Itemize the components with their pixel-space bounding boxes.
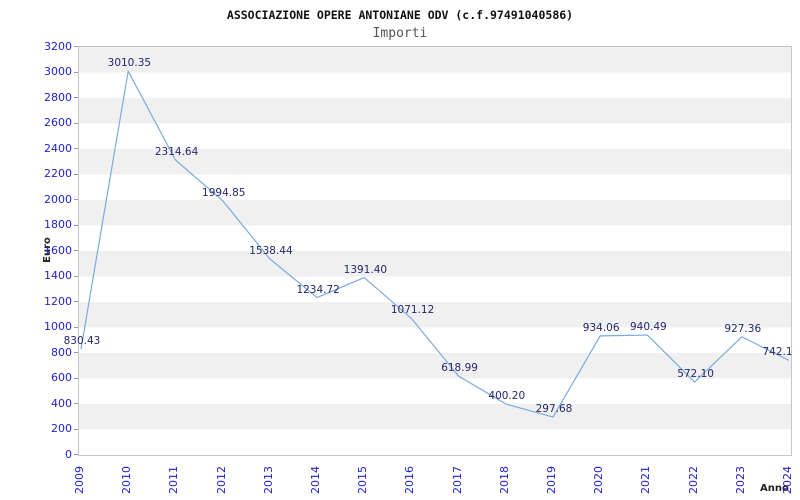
- y-tick-label: 600: [51, 371, 72, 384]
- y-tick-label: 800: [51, 345, 72, 359]
- point-label: 927.36: [724, 322, 762, 335]
- x-tick-label: 2016: [403, 466, 417, 494]
- point-label: 297.68: [535, 403, 573, 416]
- point-label: 934.06: [582, 321, 620, 334]
- y-tick-label: 1800: [44, 218, 72, 231]
- y-tick-label: 200: [51, 422, 72, 435]
- series-line: [80, 70, 790, 418]
- point-label: 830.43: [63, 335, 101, 348]
- y-tick-label: 2200: [44, 167, 72, 180]
- y-tick-label: 1400: [44, 269, 72, 282]
- y-tick-label: 1000: [44, 320, 72, 333]
- plot-area: 830.43 3010.35 2314.64 1994.85 1538.44 1234.7…: [64, 46, 793, 456]
- y-tick-mark: [74, 97, 78, 98]
- y-tick-label: 2600: [44, 116, 72, 129]
- x-axis-title: Anno: [760, 483, 789, 494]
- x-tick-label: 2009: [73, 466, 86, 494]
- y-tick-label: 2800: [44, 90, 72, 104]
- chart-subtitle: Importi: [372, 26, 428, 41]
- x-tick-label: 2012: [214, 466, 228, 494]
- x-tick-label: 2011: [167, 466, 181, 494]
- y-tick-mark: [74, 173, 78, 175]
- point-label: 742.1: [762, 346, 793, 359]
- x-tick-label: 2019: [545, 466, 558, 494]
- y-tick-label: 3200: [44, 39, 72, 53]
- point-label: 1994.85: [202, 186, 246, 199]
- point-label: 572.10: [677, 368, 714, 381]
- y-tick-mark: [74, 454, 78, 455]
- x-tick-label: 2017: [450, 466, 464, 494]
- y-tick-label: 2400: [44, 141, 72, 155]
- y-tick-label: 3000: [44, 65, 72, 78]
- y-tick-mark: [74, 122, 78, 124]
- series-svg: [80, 70, 790, 418]
- y-tick-label: 1600: [44, 243, 72, 257]
- x-tick-label: 2020: [592, 466, 606, 494]
- y-tick-mark: [74, 250, 78, 251]
- y-tick-mark: [74, 224, 78, 226]
- x-tick-label: 2013: [261, 466, 275, 494]
- x-tick-label: 2018: [497, 466, 511, 494]
- point-label: 618.99: [441, 362, 478, 375]
- point-label: 1071.12: [390, 304, 435, 317]
- y-tick-mark: [74, 71, 78, 73]
- point-label: 1538.44: [249, 244, 293, 257]
- y-tick-mark: [74, 352, 78, 353]
- y-tick-mark: [74, 148, 78, 149]
- y-tick-mark: [74, 403, 78, 404]
- y-tick-label: 1200: [44, 294, 72, 308]
- y-tick-label: 0: [65, 447, 72, 461]
- y-tick-mark: [74, 301, 78, 302]
- y-tick-label: 400: [51, 396, 72, 410]
- y-tick-mark: [74, 326, 78, 328]
- point-label: 400.20: [488, 389, 526, 402]
- y-tick-label: 2000: [44, 192, 72, 206]
- x-tick-label: 2014: [309, 466, 322, 494]
- chart-title: ASSOCIAZIONE OPERE ANTONIANE ODV (c.f.97…: [226, 8, 574, 22]
- y-tick-mark: [74, 275, 78, 277]
- point-label: 1234.72: [296, 283, 340, 296]
- y-tick-mark: [74, 428, 78, 430]
- point-label: 2314.64: [154, 145, 199, 158]
- x-tick-label: 2010: [120, 466, 134, 494]
- x-tick-label: 2024: [781, 466, 794, 494]
- point-label: 1391.40: [343, 263, 388, 276]
- x-tick-label: 2021: [639, 466, 653, 494]
- y-tick-mark: [74, 199, 78, 200]
- y-tick-mark: [74, 377, 78, 379]
- point-label: 3010.35: [107, 57, 152, 70]
- point-label: 940.49: [630, 321, 667, 334]
- y-tick-mark: [74, 46, 78, 47]
- x-tick-label: 2022: [686, 466, 700, 494]
- x-tick-label: 2023: [733, 466, 747, 494]
- x-tick-label: 2015: [356, 466, 370, 494]
